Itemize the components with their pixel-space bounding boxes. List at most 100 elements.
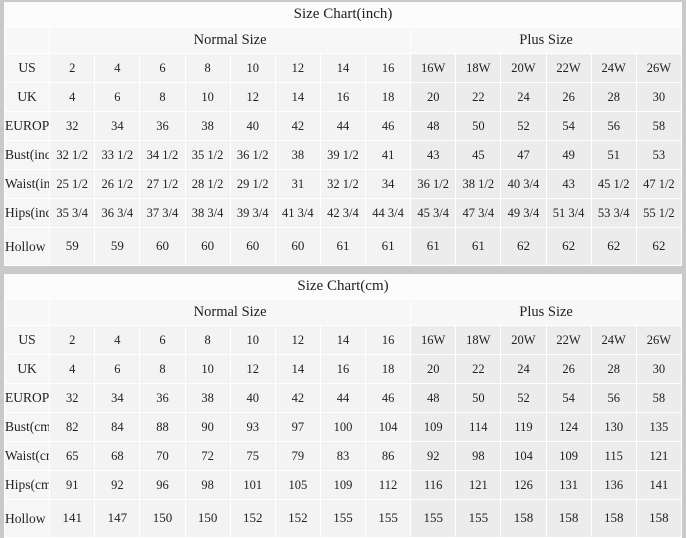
cm-cell: 42	[274, 383, 321, 413]
cm-cell: 130	[590, 412, 637, 442]
inch-cell: 45	[455, 140, 502, 170]
inch-cell: 24W	[590, 53, 637, 83]
inch-cell: 2	[49, 53, 96, 83]
inch-cell: 49	[545, 140, 592, 170]
inch-cell: 41 3/4	[274, 198, 321, 228]
inch-cell: 41	[364, 140, 412, 170]
inch-cell: 8	[139, 82, 186, 112]
table-row: EUROPE3234363840424446485052545658	[3, 111, 683, 141]
cm-cell: 8	[139, 354, 186, 384]
inch-cell: 18W	[455, 53, 502, 83]
inch-cell: 32	[49, 111, 96, 141]
cm-cell: 70	[139, 441, 186, 471]
cm-cell: 12	[229, 354, 276, 384]
cm-cell: 109	[319, 470, 367, 500]
inch-cell: 45 1/2	[590, 169, 637, 199]
table-row: Hips(inch)35 3/436 3/437 3/438 3/439 3/4…	[3, 198, 683, 228]
cm-cell: 40	[229, 383, 276, 413]
inch-cell: 25 1/2	[49, 169, 96, 199]
inch-cell: 61	[319, 227, 367, 266]
cm-group-plus-size: Plus Size	[410, 299, 682, 326]
inch-cell: 28 1/2	[184, 169, 231, 199]
cm-cell: 152	[229, 499, 276, 538]
cm-cell: 90	[184, 412, 231, 442]
inch-cell: 14	[274, 82, 321, 112]
inch-cell: 20W	[500, 53, 547, 83]
cm-cell: 91	[49, 470, 96, 500]
inch-row-label: EUROPE	[3, 111, 51, 141]
cm-cell: 93	[229, 412, 276, 442]
cm-row-label: US	[3, 325, 51, 355]
table-row: UK 4 6 8 10 12 14 16 18 20 22 24 26 28 30	[3, 354, 683, 384]
cm-cell: 28	[590, 354, 637, 384]
cm-title-row: Size Chart(cm)	[4, 274, 682, 300]
cm-cell: 44	[319, 383, 367, 413]
cm-group-normal-size: Normal Size	[49, 299, 412, 326]
cm-cell: 147	[94, 499, 141, 538]
table-row: Waist(cm)6568707275798386929810410911512…	[3, 441, 683, 471]
inch-cell: 48	[410, 111, 457, 141]
cm-cell: 119	[500, 412, 547, 442]
inch-row-label: Waist(inch)	[3, 169, 51, 199]
cm-cell: 114	[455, 412, 502, 442]
inch-cell: 8	[184, 53, 231, 83]
cm-cell: 58	[635, 383, 683, 413]
cm-cell: 10	[229, 325, 276, 355]
inch-cell: 42	[274, 111, 321, 141]
cm-cell: 141	[635, 470, 683, 500]
inch-cell: 51 3/4	[545, 198, 592, 228]
inch-cell: 18	[364, 82, 412, 112]
cm-cell: 34	[94, 383, 141, 413]
inch-cell: 24	[500, 82, 547, 112]
inch-cell: 52	[500, 111, 547, 141]
inch-cell: 56	[590, 111, 637, 141]
size-chart-inch-container: Size Chart(inch) Normal Size Plus Size US 2 4…	[3, 2, 683, 266]
inch-cell: 53	[635, 140, 683, 170]
cm-cell: 14	[274, 354, 321, 384]
inch-cell: 34 1/2	[139, 140, 186, 170]
inch-cell: 35 3/4	[49, 198, 96, 228]
cm-cell: 158	[500, 499, 547, 538]
inch-cell: 55 1/2	[635, 198, 683, 228]
cm-cell: 36	[139, 383, 186, 413]
inch-cell: 60	[184, 227, 231, 266]
inch-cell: 62	[500, 227, 547, 266]
inch-cell: 40	[229, 111, 276, 141]
size-chart-inch-table: Size Chart(inch) Normal Size Plus Size US 2 4…	[3, 2, 683, 266]
size-chart-cm-table: Size Chart(cm) Normal Size Plus Size US 2 4 6 8…	[3, 274, 683, 538]
inch-cell: 4	[49, 82, 96, 112]
inch-cell: 33 1/2	[94, 140, 141, 170]
inch-cell: 26W	[635, 53, 683, 83]
cm-title: Size Chart(cm)	[4, 274, 682, 300]
cm-cell: 98	[455, 441, 502, 471]
inch-cell: 43	[545, 169, 592, 199]
cm-cell: 26	[545, 354, 592, 384]
cm-cell: 155	[455, 499, 502, 538]
cm-cell: 16	[319, 354, 367, 384]
cm-cell: 121	[635, 441, 683, 471]
inch-cell: 4	[94, 53, 141, 83]
cm-cell: 24	[500, 354, 547, 384]
cm-row-label: Waist(cm)	[3, 441, 51, 471]
inch-group-row: Normal Size Plus Size	[3, 27, 682, 54]
cm-cell: 46	[364, 383, 412, 413]
cm-cell: 105	[274, 470, 321, 500]
inch-cell: 44 3/4	[364, 198, 412, 228]
inch-cell: 60	[274, 227, 321, 266]
cm-cell: 112	[364, 470, 412, 500]
cm-cell: 6	[139, 325, 186, 355]
cm-cell: 98	[184, 470, 231, 500]
cm-row-label: Hips(cm)	[3, 470, 51, 500]
cm-cell: 10	[184, 354, 231, 384]
cm-cell: 65	[49, 441, 96, 471]
cm-cell: 30	[635, 354, 683, 384]
cm-cell: 86	[364, 441, 412, 471]
cm-cell: 135	[635, 412, 683, 442]
cm-cell: 82	[49, 412, 96, 442]
inch-cell: 30	[635, 82, 683, 112]
inch-cell: 38 1/2	[455, 169, 502, 199]
inch-cell: 12	[229, 82, 276, 112]
inch-cell: 10	[184, 82, 231, 112]
cm-cell: 158	[635, 499, 683, 538]
cm-cell: 100	[319, 412, 367, 442]
